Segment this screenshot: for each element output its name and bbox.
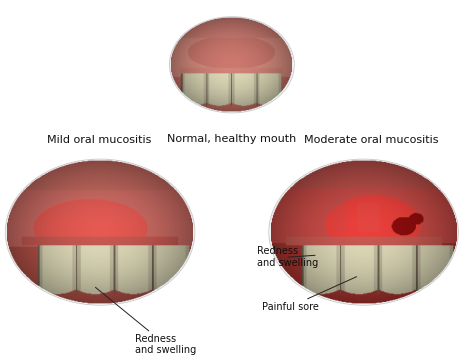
Text: Redness
and swelling: Redness and swelling — [257, 247, 319, 268]
Text: Normal, healthy mouth: Normal, healthy mouth — [167, 134, 296, 144]
Text: Redness
and swelling: Redness and swelling — [95, 287, 196, 355]
Text: Painful sore: Painful sore — [262, 277, 357, 312]
Text: Mild oral mucositis: Mild oral mucositis — [47, 135, 152, 145]
Text: Moderate oral mucositis: Moderate oral mucositis — [303, 135, 438, 145]
